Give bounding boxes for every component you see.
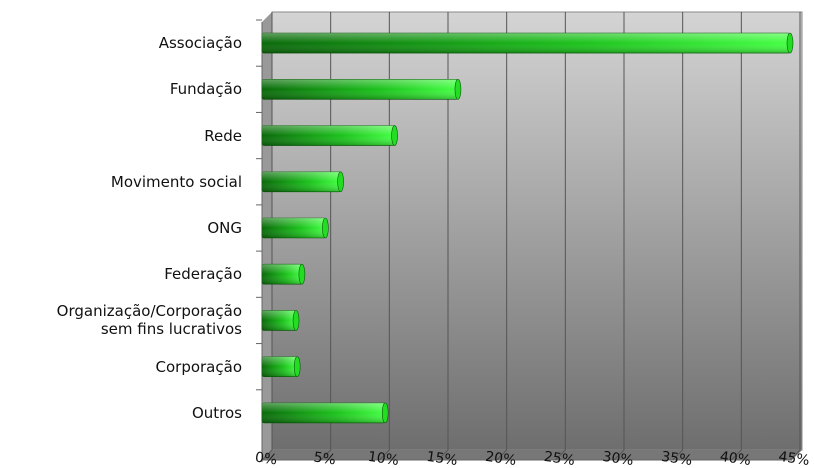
bar-shine — [262, 264, 302, 285]
x-tick — [378, 449, 390, 461]
x-tick-label: 0% — [254, 450, 278, 468]
bar-shine — [262, 33, 790, 54]
bar-cap — [292, 310, 300, 331]
x-tick — [496, 449, 508, 461]
x-tick-label: 5% — [313, 450, 337, 468]
bar-shine — [262, 356, 298, 377]
bar-shine — [262, 402, 386, 423]
bar-cap — [293, 356, 301, 377]
x-tick-label: 35% — [660, 449, 693, 468]
bar-shine — [262, 125, 395, 146]
bar-shine — [262, 310, 297, 331]
plot-wall — [271, 11, 803, 451]
bar-shine — [262, 79, 458, 100]
y-tick-label: Outros — [191, 403, 242, 422]
bar-cap — [391, 125, 398, 146]
y-tick-label: Associação — [158, 34, 242, 53]
bar-shine — [262, 171, 341, 192]
y-tick-label: Corporação — [155, 357, 243, 376]
x-tick-label: 15% — [425, 449, 458, 468]
bar-shine — [262, 218, 326, 238]
y-tick-label: Rede — [204, 126, 242, 145]
y-tick-label: ONG — [207, 219, 242, 237]
y-tick-label: Fundação — [169, 80, 242, 99]
x-tick-label: 30% — [601, 449, 634, 468]
y-tick-label: Federação — [164, 265, 242, 284]
x-tick — [261, 449, 273, 461]
bar-cap — [337, 171, 344, 193]
x-tick-label: 20% — [484, 449, 517, 468]
x-tick-label: 45% — [777, 449, 810, 468]
x-tick — [437, 449, 449, 461]
x-tick-label: 25% — [543, 449, 576, 468]
x-tick-label: 40% — [719, 449, 752, 468]
x-tick — [789, 449, 801, 461]
y-tick-label: Organização/Corporação sem fins lucrativ… — [56, 302, 242, 339]
y-tick-label: Movimento social — [110, 172, 242, 191]
x-tick-label: 10% — [367, 449, 400, 468]
bar-cap — [454, 79, 462, 100]
bar-cap — [381, 402, 389, 424]
x-tick — [554, 449, 566, 461]
x-tick — [730, 449, 742, 461]
x-tick — [613, 449, 625, 461]
plot-floor — [262, 450, 802, 460]
bar-cap — [298, 263, 306, 285]
bar-cap — [322, 217, 329, 239]
x-tick — [672, 449, 684, 461]
x-tick — [320, 449, 332, 461]
bar-cap — [786, 32, 794, 54]
